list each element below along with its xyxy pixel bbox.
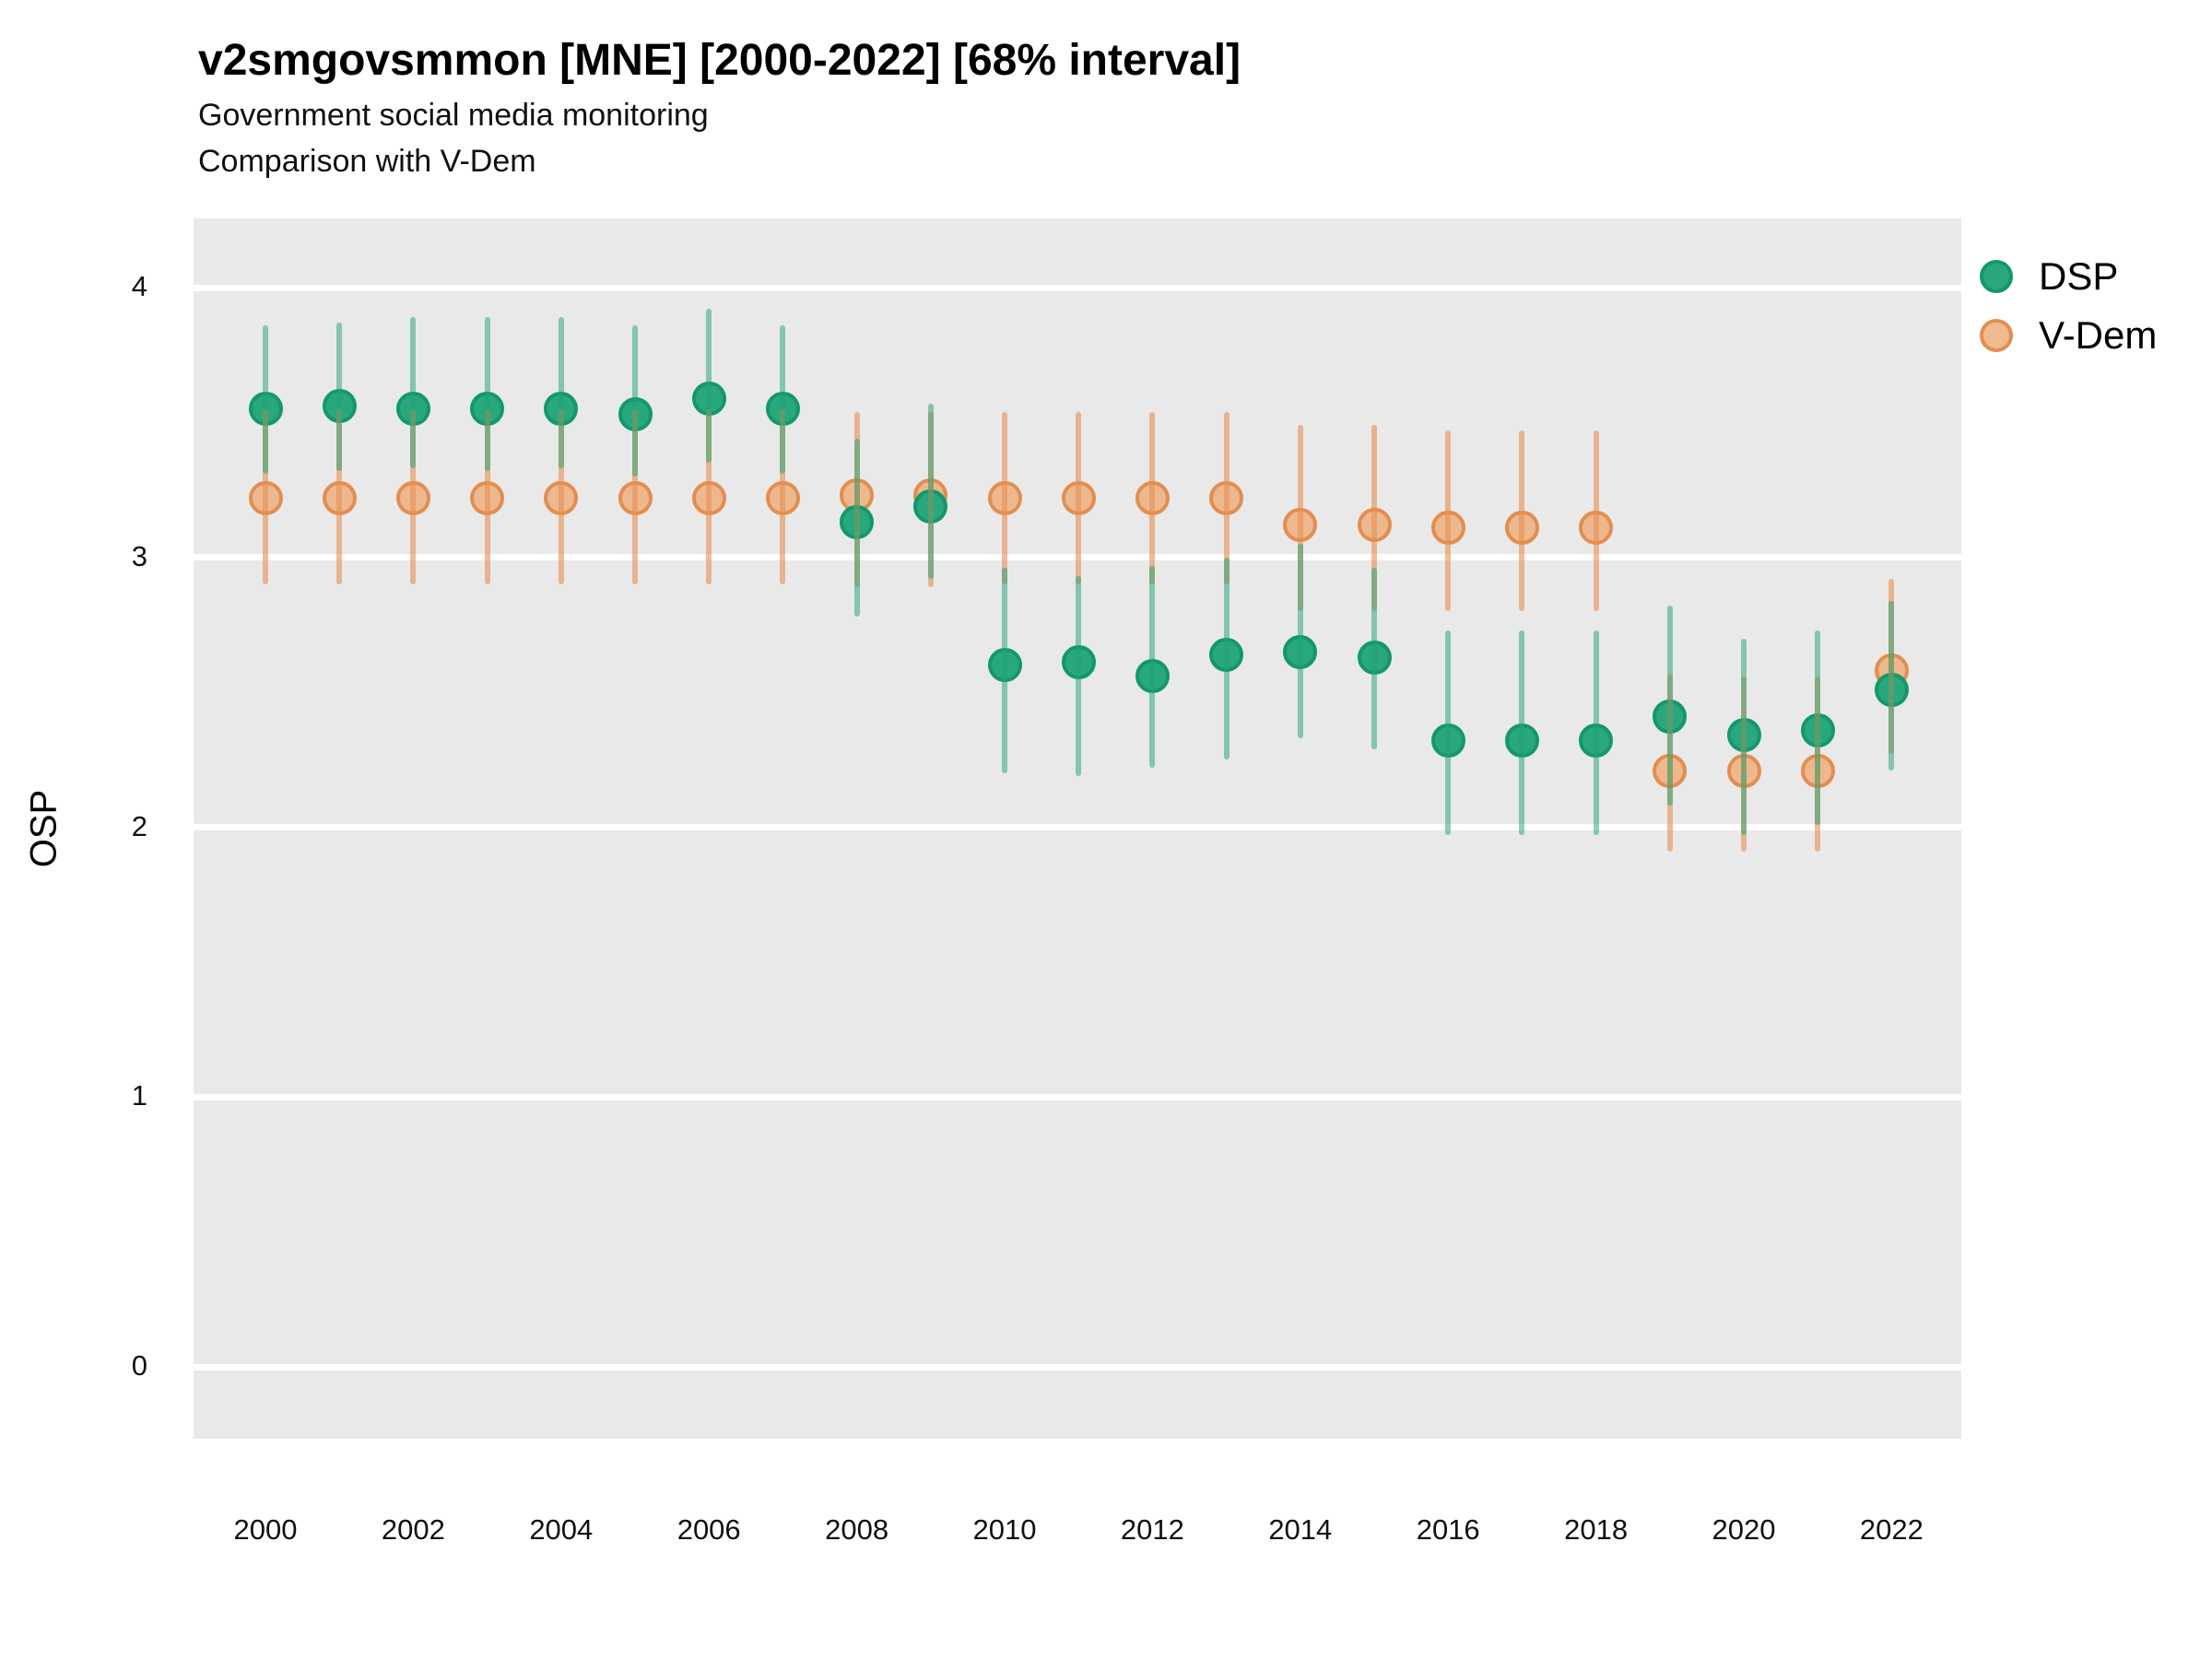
x-tick-label-2010: 2010 (972, 1513, 1037, 1546)
vdem-interval-2006 (706, 408, 712, 585)
y-tick-label-4: 4 (131, 270, 147, 302)
dsp-interval-2009 (927, 403, 934, 580)
dsp-interval-2013 (1223, 557, 1230, 760)
dsp-interval-2022 (1888, 600, 1895, 771)
dsp-interval-2003 (484, 317, 490, 472)
y-axis-title: OSP (23, 789, 65, 868)
dsp-interval-2016 (1445, 629, 1452, 836)
dsp-interval-2021 (1815, 629, 1821, 825)
gridline-y-1 (194, 1093, 1961, 1100)
vdem-interval-2014 (1297, 425, 1303, 612)
x-tick-label-2012: 2012 (1120, 1513, 1184, 1546)
dsp-interval-2014 (1297, 544, 1303, 738)
vdem-interval-2012 (1149, 411, 1156, 585)
dsp-interval-2018 (1593, 629, 1599, 836)
gridline-y-2 (194, 824, 1961, 830)
x-tick-label-2008: 2008 (825, 1513, 889, 1546)
vdem-interval-2000 (263, 408, 268, 585)
dsp-interval-2007 (780, 324, 786, 474)
dsp-interval-2001 (336, 323, 343, 472)
plot-panel (194, 218, 1961, 1439)
x-tick-label-2020: 2020 (1712, 1513, 1776, 1546)
chart-title: v2smgovsmmon [MNE] [2000-2022] [68% inte… (198, 36, 1241, 85)
x-tick-label-2018: 2018 (1564, 1513, 1629, 1546)
y-tick-label-2: 2 (131, 809, 147, 842)
vdem-interval-2017 (1519, 430, 1525, 612)
legend: DSP V-Dem (1980, 247, 2157, 365)
legend-item-dsp: DSP (1980, 247, 2157, 306)
y-tick-label-1: 1 (131, 1079, 147, 1112)
dsp-interval-2006 (706, 309, 712, 464)
gridline-y-4 (194, 284, 1961, 291)
vdem-legend-swatch-icon (1980, 319, 2013, 352)
x-tick-label-2016: 2016 (1416, 1513, 1480, 1546)
x-tick-label-2004: 2004 (529, 1513, 594, 1546)
dsp-interval-2008 (853, 438, 860, 618)
vdem-interval-2010 (1002, 411, 1007, 585)
x-tick-label-2014: 2014 (1268, 1513, 1333, 1546)
chart-subtitle-2: Comparison with V-Dem (198, 144, 536, 179)
x-tick-label-2006: 2006 (677, 1513, 741, 1546)
dsp-legend-swatch-icon (1980, 260, 2013, 293)
y-tick-label-3: 3 (131, 539, 147, 572)
dsp-interval-2020 (1741, 638, 1747, 836)
dsp-interval-2005 (632, 324, 638, 477)
vdem-interval-2005 (632, 408, 638, 585)
legend-label-dsp: DSP (2039, 254, 2119, 298)
legend-label-vdem: V-Dem (2039, 313, 2158, 357)
dsp-interval-2015 (1371, 568, 1377, 749)
dsp-interval-2000 (263, 324, 268, 474)
vdem-interval-2003 (484, 408, 490, 585)
vdem-interval-2007 (780, 408, 786, 585)
chart-subtitle-1: Government social media monitoring (198, 98, 709, 133)
gridline-y-0 (194, 1363, 1961, 1371)
dsp-interval-2019 (1666, 606, 1673, 806)
x-tick-label-2022: 2022 (1859, 1513, 1924, 1546)
x-tick-label-2002: 2002 (381, 1513, 445, 1546)
dsp-interval-2010 (1002, 568, 1007, 773)
dsp-interval-2002 (410, 317, 417, 469)
vdem-interval-2002 (410, 408, 417, 585)
dsp-interval-2017 (1519, 629, 1525, 836)
legend-item-vdem: V-Dem (1980, 306, 2157, 365)
vdem-interval-2013 (1223, 411, 1230, 585)
vdem-interval-2015 (1371, 425, 1377, 612)
vdem-interval-2011 (1076, 411, 1082, 585)
vdem-interval-2001 (336, 408, 343, 585)
dsp-interval-2004 (558, 317, 564, 469)
dsp-interval-2011 (1076, 576, 1082, 776)
x-tick-label-2000: 2000 (233, 1513, 298, 1546)
y-tick-label-0: 0 (131, 1349, 147, 1382)
dsp-interval-2012 (1149, 565, 1156, 769)
vdem-interval-2004 (558, 408, 564, 585)
vdem-interval-2016 (1445, 430, 1452, 612)
vdem-interval-2018 (1593, 430, 1599, 612)
